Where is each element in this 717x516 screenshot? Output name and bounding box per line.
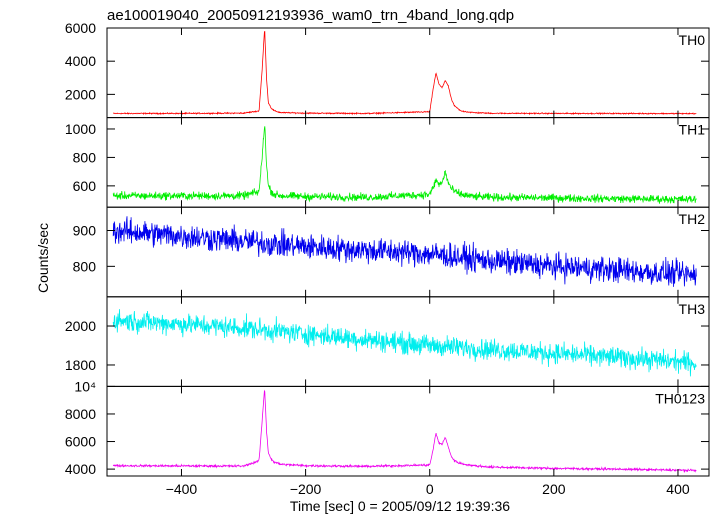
x-tick-label: −200 — [290, 481, 322, 497]
panel-th3: 1800 2000 TH3 — [65, 296, 710, 387]
series-label: TH1 — [679, 122, 706, 138]
series-label: TH2 — [679, 211, 706, 227]
panel-th2: 800 900 TH2 — [73, 206, 710, 298]
y-tick-label: 6000 — [65, 20, 96, 36]
y-tick-label: 800 — [73, 258, 97, 274]
y-axis-label: Counts/sec — [35, 223, 51, 293]
y-tick-label: 600 — [73, 178, 97, 194]
series-label: TH3 — [679, 301, 706, 317]
y-tick-label: 2000 — [65, 86, 96, 102]
chart-title: ae100019040_20050912193936_wam0_trn_4ban… — [107, 7, 514, 24]
y-tick-label: 1000 — [65, 121, 96, 137]
x-axis-label: Time [sec] 0 = 2005/09/12 19:39:36 — [290, 498, 510, 514]
y-tick-label: 1800 — [65, 357, 96, 373]
series-line-th3 — [112, 309, 697, 377]
y-tick-label: 900 — [73, 222, 97, 238]
series-line-th0123 — [112, 389, 697, 473]
x-tick-label: 200 — [542, 481, 566, 497]
y-tick-label: 4000 — [65, 53, 96, 69]
series-label: TH0 — [679, 32, 706, 48]
panel-frame — [106, 27, 710, 119]
y-tick-label: 8000 — [65, 406, 96, 422]
panel-th0: 2000 4000 6000 TH0 — [65, 20, 710, 119]
x-tick-label: 400 — [666, 481, 690, 497]
series-line-th2 — [112, 216, 697, 287]
panel-th0123: 4000 6000 8000 10⁴ TH0123 — [65, 378, 710, 477]
y-tick-label: 2000 — [65, 318, 96, 334]
y-tick-label: 800 — [73, 149, 97, 165]
panel-th1: 600 800 1000 TH1 — [65, 117, 710, 208]
panel-frame — [106, 385, 710, 477]
y-tick-label: 6000 — [65, 434, 96, 450]
y-tick-label: 4000 — [65, 461, 96, 477]
x-tick-label: 0 — [426, 481, 434, 497]
y-tick-label: 10⁴ — [74, 378, 96, 394]
series-label: TH0123 — [655, 390, 705, 406]
x-tick-label: −400 — [166, 481, 198, 497]
series-line-th1 — [112, 126, 697, 204]
series-line-th0 — [112, 30, 697, 116]
